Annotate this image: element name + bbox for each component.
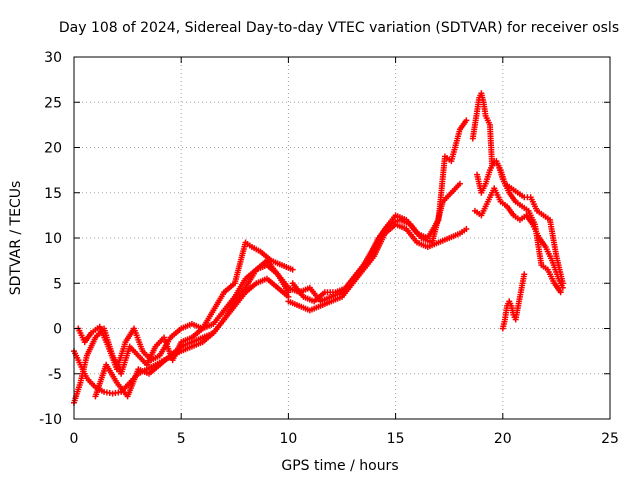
data-point bbox=[559, 284, 566, 291]
y-tick-label: -5 bbox=[48, 367, 62, 383]
chart-title: Day 108 of 2024, Sidereal Day-to-day VTE… bbox=[59, 20, 619, 36]
y-tick-label: -10 bbox=[39, 412, 62, 428]
x-tick-label: 20 bbox=[494, 431, 512, 447]
x-tick-label: 10 bbox=[279, 431, 297, 447]
y-tick-label: 5 bbox=[53, 276, 62, 292]
y-tick-label: 25 bbox=[44, 95, 62, 111]
data-point bbox=[557, 289, 564, 296]
data-point bbox=[456, 180, 463, 187]
x-axis-ticks: 0 5 10 15 20 25 bbox=[70, 57, 619, 447]
y-tick-label: 30 bbox=[44, 50, 62, 66]
data-point bbox=[463, 225, 470, 232]
data-point bbox=[289, 266, 296, 273]
y-tick-label: 20 bbox=[44, 141, 62, 157]
x-axis-label: GPS time / hours bbox=[281, 458, 398, 474]
data-point bbox=[463, 117, 470, 124]
y-axis-ticks: -10 -5 0 5 10 15 20 25 30 bbox=[39, 50, 610, 428]
data-point bbox=[521, 271, 528, 278]
y-tick-label: 15 bbox=[44, 186, 62, 202]
data-points bbox=[71, 90, 566, 406]
x-tick-label: 15 bbox=[387, 431, 405, 447]
x-tick-label: 5 bbox=[177, 431, 186, 447]
x-tick-label: 25 bbox=[601, 431, 619, 447]
x-tick-label: 0 bbox=[70, 431, 79, 447]
grid bbox=[74, 57, 610, 419]
y-axis-label: SDTVAR / TECUs bbox=[8, 181, 24, 296]
y-tick-label: 10 bbox=[44, 231, 62, 247]
y-tick-label: 0 bbox=[53, 322, 62, 338]
